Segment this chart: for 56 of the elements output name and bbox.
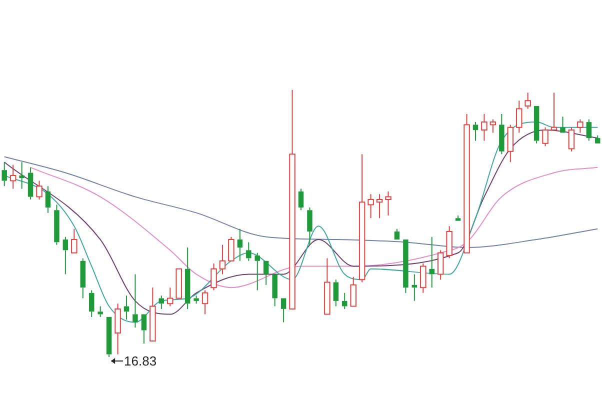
candlestick — [62, 236, 68, 275]
candlestick — [114, 303, 121, 355]
candlestick — [490, 118, 496, 134]
candlestick — [358, 154, 366, 283]
candlestick — [254, 252, 260, 291]
candlestick — [333, 279, 339, 307]
candlestick — [2, 162, 7, 187]
candlestick — [595, 134, 600, 144]
candlestick — [194, 295, 199, 304]
candlestick — [507, 124, 514, 163]
candlestick — [550, 92, 558, 131]
candlestick — [132, 274, 138, 328]
candlestick — [307, 206, 312, 246]
candlestick — [394, 228, 400, 240]
candlestick — [437, 250, 444, 280]
candlestick — [10, 164, 16, 190]
candlestick — [385, 190, 392, 216]
candlestick — [280, 298, 286, 323]
candlestick — [376, 194, 383, 219]
candlestick — [464, 114, 470, 254]
candlestick — [202, 290, 208, 315]
candlestick — [350, 276, 356, 307]
candlestick — [54, 204, 60, 246]
candlestick — [246, 242, 252, 262]
candlestick — [298, 188, 304, 211]
candlestick — [210, 263, 217, 291]
candlestick — [237, 228, 243, 262]
candlestick — [184, 247, 190, 310]
candlestick — [289, 90, 296, 310]
candlestick — [342, 292, 348, 310]
annotation: 16.83 — [124, 354, 157, 369]
candlestick — [534, 106, 540, 144]
candlestick — [403, 240, 408, 294]
candlestick — [98, 306, 103, 318]
candlestick — [141, 314, 147, 344]
candlestick — [455, 214, 461, 221]
candlestick — [481, 114, 488, 142]
candlestick — [219, 244, 226, 275]
candlestick — [150, 287, 156, 342]
candlestick — [71, 228, 78, 254]
candlestick — [45, 186, 51, 214]
candlestick — [324, 258, 330, 315]
candlestick — [88, 290, 94, 318]
candlestick — [106, 316, 112, 358]
candlestick — [524, 92, 531, 110]
candlestick — [28, 166, 34, 200]
candlestick — [19, 162, 24, 190]
candlestick — [499, 114, 504, 155]
candlestick — [472, 122, 478, 142]
candlestick — [368, 194, 374, 219]
candlestick — [167, 287, 174, 307]
candlestick — [516, 100, 522, 134]
candlestick — [560, 116, 566, 133]
candlestick — [586, 118, 592, 142]
candlestick — [80, 258, 86, 299]
candlestick — [272, 274, 278, 307]
